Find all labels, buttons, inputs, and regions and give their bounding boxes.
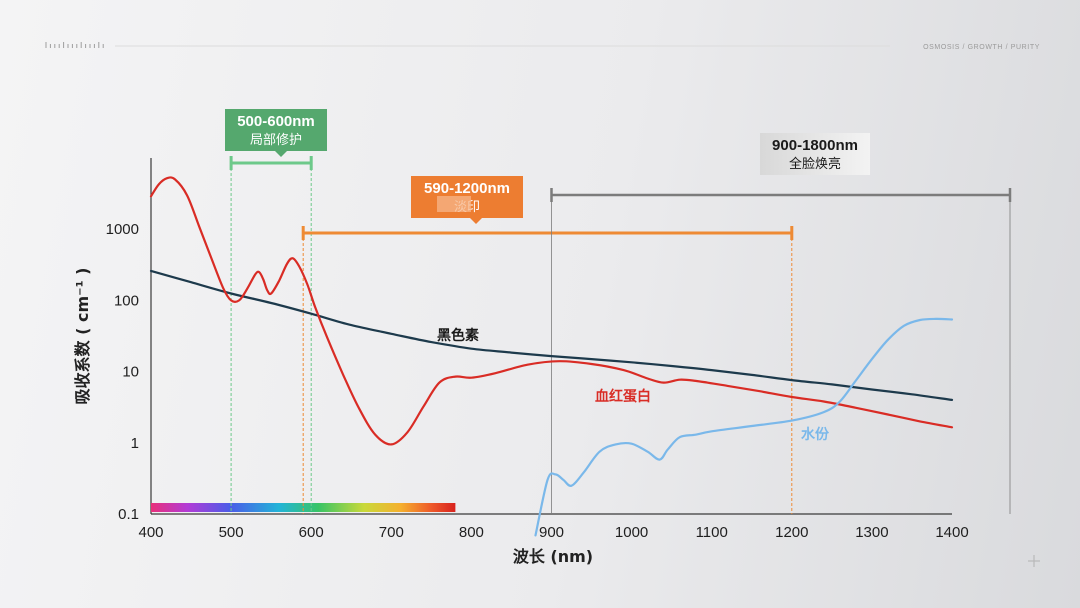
melanin-curve [149,269,954,401]
x-axis-title: 波长 (nm) [513,547,593,566]
water-curve-label: 水份 [801,426,830,443]
y-axis-title: 吸收系数 ( cm⁻¹ ) [73,268,92,405]
x-tick-500: 500 [219,524,244,541]
range-590-1200-title: 590-1200nm [424,180,510,197]
range-500-600-subtitle: 局部修护 [250,133,302,148]
x-tick-1000: 1000 [615,524,648,541]
range-500-600-label-pointer [275,151,287,157]
x-tick-900: 900 [539,524,564,541]
range-500-600-label-box [225,109,327,151]
range-900-1800-label-box [760,133,870,175]
y-tick-labels: 0.1 1 10 100 1000 [106,221,139,523]
x-tick-1300: 1300 [855,524,888,541]
x-tick-800: 800 [459,524,484,541]
x-tick-600: 600 [299,524,324,541]
y-tick-1: 1 [131,435,139,452]
y-tick-0.1: 0.1 [118,506,139,523]
range-500-600-title: 500-600nm [237,113,315,130]
header-nav: OSMOSIS / GROWTH / PURITY [923,44,1040,51]
x-tick-labels: 400 500 600 700 800 900 1000 1100 1200 1300 1400 [138,524,968,541]
plus-icon [1028,555,1040,567]
x-tick-400: 400 [138,524,163,541]
x-tick-1400: 1400 [935,524,968,541]
header-decoration: OSMOSIS / GROWTH / PURITY [45,42,1040,51]
visible-spectrum-bar [151,503,456,512]
range-590-1200: 590-1200nm淡印 [301,176,794,514]
range-900-1800-title: 900-1800nm [772,137,858,154]
hemoglobin-curve [149,176,954,446]
blurred-text-patch [437,196,471,212]
water-curve [534,317,954,537]
x-tick-1200: 1200 [775,524,808,541]
wavelength-ranges: 500-600nm 局部修护 590-1200nm淡印 900-1800nm 全脸焕亮 [225,109,1012,514]
range-590-1200-label-pointer [470,218,482,224]
melanin-curve-label: 黑色素 [437,327,479,344]
ruler-icon [45,42,104,48]
range-900-1800: 900-1800nm 全脸焕亮 [550,133,1012,514]
x-tick-1100: 1100 [696,524,728,541]
y-tick-1000: 1000 [106,221,139,238]
range-500-600: 500-600nm 局部修护 [225,109,327,514]
curves [149,176,954,537]
y-tick-10: 10 [122,364,139,381]
y-tick-100: 100 [114,292,139,309]
x-tick-700: 700 [379,524,404,541]
range-900-1800-subtitle: 全脸焕亮 [789,156,841,172]
hemoglobin-curve-label: 血红蛋白 [595,388,651,405]
